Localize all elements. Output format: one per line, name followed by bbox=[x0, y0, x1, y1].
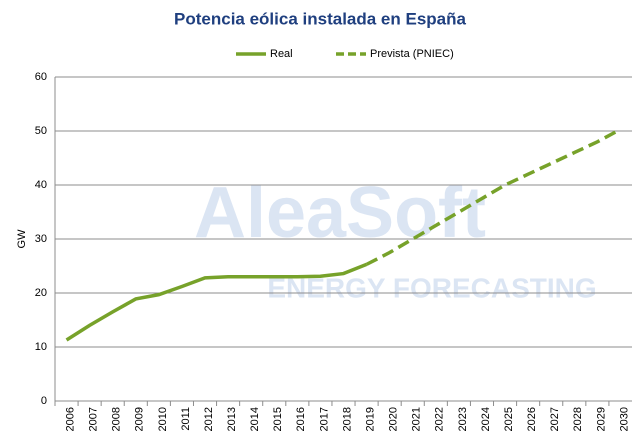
x-tick-label: 2025 bbox=[503, 407, 515, 431]
x-tick-label: 2024 bbox=[480, 407, 492, 431]
x-tick-label: 2011 bbox=[180, 407, 192, 431]
x-tick-label: 2020 bbox=[388, 407, 400, 431]
x-tick-label: 2019 bbox=[364, 407, 376, 431]
x-tick-label: 2014 bbox=[249, 407, 261, 431]
x-tick-label: 2017 bbox=[318, 407, 330, 431]
x-tick-label: 2030 bbox=[618, 407, 630, 431]
x-tick-label: 2029 bbox=[595, 407, 607, 431]
x-tick-label: 2015 bbox=[272, 407, 284, 431]
x-tick-label: 2026 bbox=[526, 407, 538, 431]
chart-title: Potencia eólica instalada en España bbox=[174, 9, 466, 28]
y-tick-label: 10 bbox=[35, 341, 47, 353]
x-tick-label: 2027 bbox=[549, 407, 561, 431]
x-tick-label: 2009 bbox=[134, 407, 146, 431]
x-tick-label: 2022 bbox=[434, 407, 446, 431]
y-tick-label: 0 bbox=[41, 395, 47, 407]
x-tick-label: 2021 bbox=[411, 407, 423, 431]
x-tick-label: 2010 bbox=[157, 407, 169, 431]
x-tick-label: 2012 bbox=[203, 407, 215, 431]
legend-label: Prevista (PNIEC) bbox=[370, 48, 454, 60]
x-tick-label: 2028 bbox=[572, 407, 584, 431]
y-axis-label: GW bbox=[16, 229, 28, 249]
x-tick-label: 2018 bbox=[341, 407, 353, 431]
y-tick-label: 60 bbox=[35, 71, 47, 83]
y-tick-label: 50 bbox=[35, 125, 47, 137]
series-line bbox=[365, 127, 622, 266]
x-tick-label: 2008 bbox=[111, 407, 123, 431]
x-tick-label: 2023 bbox=[457, 407, 469, 431]
x-tick-label: 2007 bbox=[88, 407, 100, 431]
x-tick-label: 2013 bbox=[226, 407, 238, 431]
legend-label: Real bbox=[270, 48, 293, 60]
x-tick-label: 2016 bbox=[295, 407, 307, 431]
x-tick-label: 2006 bbox=[64, 407, 76, 431]
y-tick-label: 40 bbox=[35, 179, 47, 191]
y-tick-label: 30 bbox=[35, 233, 47, 245]
y-tick-label: 20 bbox=[35, 287, 47, 299]
watermark: AleaSoft bbox=[194, 173, 486, 253]
series-line bbox=[65, 262, 368, 342]
